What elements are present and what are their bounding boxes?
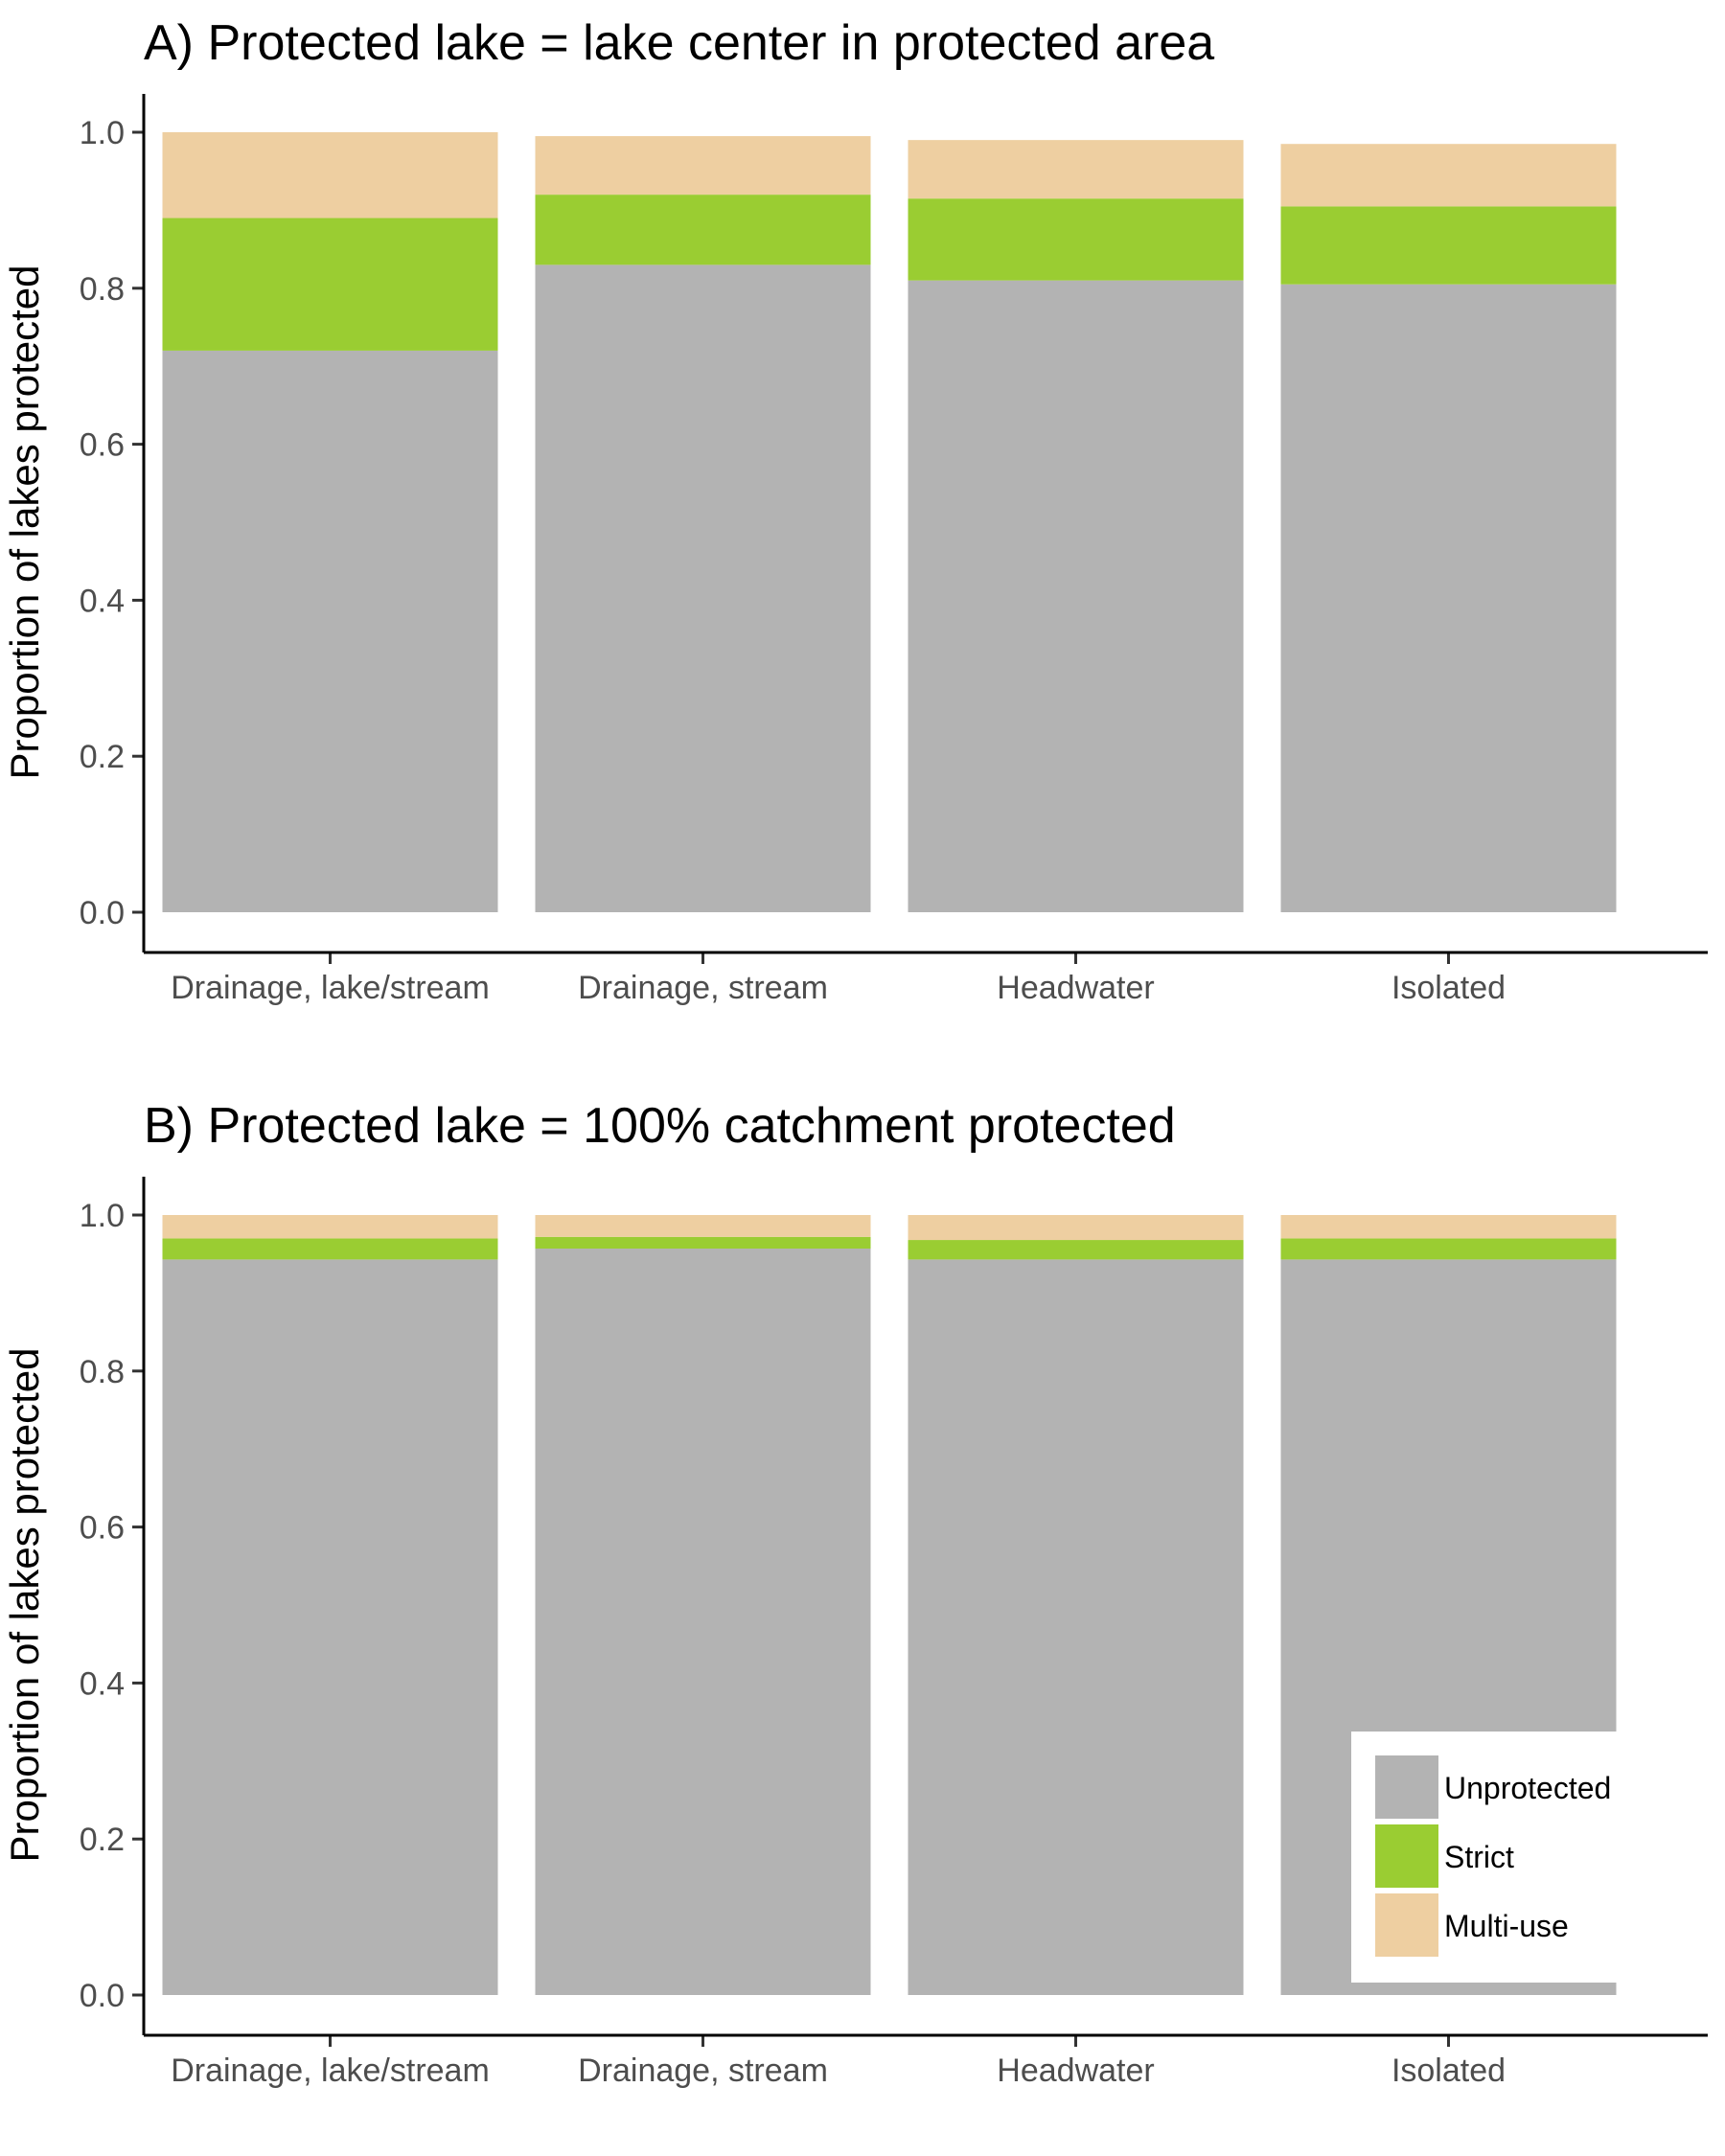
bar-unprotected-1 [162,1259,498,1995]
bar-strict-2 [535,1236,871,1250]
bar-multi-use-3 [908,140,1244,199]
y-tick-label: 0.4 [80,583,125,619]
y-tick-label: 1.0 [80,115,125,151]
y-tick-label: 0.6 [80,1510,125,1547]
bar-multi-use-1 [162,132,498,218]
bar-unprotected-3 [908,1259,1244,1995]
y-tick-label: 0.6 [80,427,125,464]
x-tick-label: Drainage, lake/stream [171,970,490,1006]
y-tick-label: 0.8 [80,1354,125,1390]
y-tick-label: 0.2 [80,739,125,775]
x-tick-label: Isolated [1392,2053,1506,2089]
chart-title: A) Protected lake = lake center in prote… [144,15,1214,71]
x-tick-label: Isolated [1392,970,1506,1006]
y-tick-label: 0.0 [80,895,125,931]
x-tick-label: Drainage, stream [578,970,828,1006]
bar-unprotected-2 [535,1249,871,1995]
y-axis-label: Proportion of lakes protected [2,1348,47,1863]
x-tick-label: Headwater [997,970,1154,1006]
y-tick-label: 0.8 [80,271,125,308]
chart-panel-a: A) Protected lake = lake center in prote… [2,15,1708,1006]
legend-label-unprotected: Unprotected [1444,1771,1611,1805]
bar-unprotected-2 [535,264,871,912]
legend-key-strict [1375,1824,1438,1888]
bar-multi-use-4 [1280,1215,1617,1239]
x-tick-label: Drainage, lake/stream [171,2053,490,2089]
bar-strict-3 [908,1240,1244,1260]
x-tick-label: Drainage, stream [578,2053,828,2089]
y-tick-label: 0.0 [80,1978,125,2014]
bar-unprotected-3 [908,280,1244,912]
bar-strict-1 [162,1238,498,1260]
legend-label-multi-use: Multi-use [1444,1909,1569,1943]
bar-strict-1 [162,218,498,351]
bar-multi-use-4 [1280,144,1617,207]
bar-unprotected-1 [162,350,498,912]
bar-multi-use-2 [535,1215,871,1237]
bar-strict-4 [1280,1238,1617,1260]
y-tick-label: 1.0 [80,1198,125,1234]
legend: Unprotected Strict Multi-use [1351,1732,1634,1983]
bar-multi-use-2 [535,136,871,195]
chart-title: B) Protected lake = 100% catchment prote… [144,1098,1176,1154]
y-tick-label: 0.4 [80,1665,125,1702]
x-tick-label: Headwater [997,2053,1154,2089]
bar-strict-2 [535,195,871,265]
y-tick-label: 0.2 [80,1822,125,1858]
bar-multi-use-1 [162,1215,498,1239]
legend-label-strict: Strict [1444,1840,1514,1874]
y-axis-label: Proportion of lakes protected [2,265,47,780]
chart-panel-b: B) Protected lake = 100% catchment prote… [2,1098,1708,2089]
bar-strict-4 [1280,206,1617,285]
bar-strict-3 [908,198,1244,281]
bar-unprotected-4 [1280,284,1617,913]
legend-key-multi-use [1375,1893,1438,1957]
bar-multi-use-3 [908,1215,1244,1241]
legend-key-unprotected [1375,1755,1438,1819]
